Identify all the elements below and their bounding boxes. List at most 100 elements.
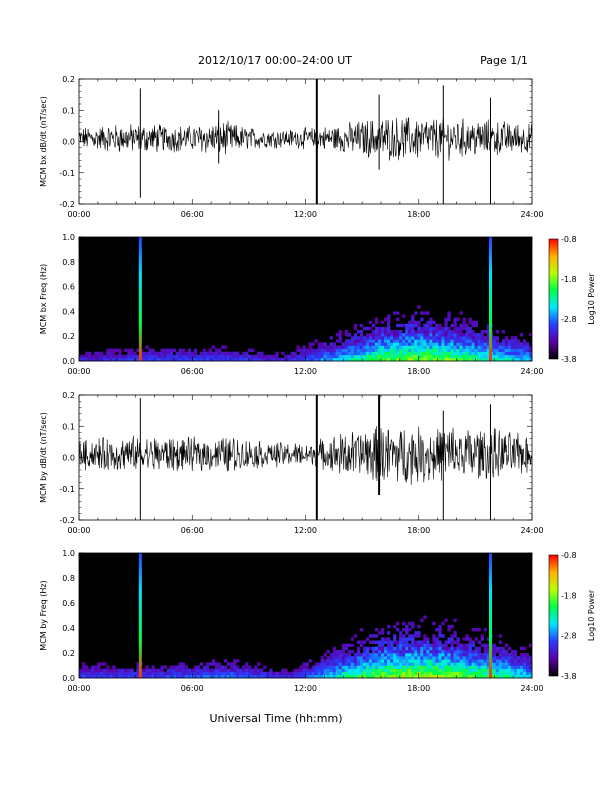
x-tick-label: 00:00 <box>67 684 90 693</box>
spectrogram-cell <box>498 351 503 356</box>
spectrogram-cell <box>329 674 333 679</box>
spectrogram-cell <box>414 342 418 346</box>
spectrogram-cell <box>438 330 442 334</box>
spectrogram-cell <box>236 354 240 359</box>
spectrogram-cell <box>456 671 460 676</box>
spectrogram-cell <box>441 646 445 651</box>
spectrogram-cell <box>384 659 388 663</box>
spectrogram-cell <box>263 354 267 359</box>
spectrogram-cell <box>230 357 234 362</box>
spectrogram-cell <box>450 342 454 346</box>
spectrogram-cell <box>88 357 92 362</box>
spectrogram-cell <box>492 665 497 669</box>
spectrogram-cell <box>248 357 252 362</box>
spectrogram-cell <box>387 649 391 654</box>
spectrogram-cell <box>350 342 355 346</box>
spectrogram-cell <box>365 649 370 654</box>
spectrogram-cell <box>474 665 478 669</box>
spectrogram-cell <box>314 351 318 356</box>
spectrogram-cell <box>450 624 454 629</box>
spectrogram-cell <box>124 671 128 676</box>
spectrogram-cell <box>338 665 343 669</box>
spectrogram-cell <box>347 656 352 660</box>
spectrogram-cell <box>435 339 439 343</box>
spectrogram-cell <box>453 659 457 663</box>
spectrogram-cell <box>393 333 397 337</box>
spectrogram-cell <box>317 357 321 362</box>
spectrogram-cell <box>432 342 436 346</box>
spectrogram-cell <box>450 357 454 362</box>
spectrogram-cell <box>115 354 119 359</box>
spectrogram-cell <box>513 668 518 673</box>
spectrogram-cell <box>528 345 533 349</box>
spectrogram-cell <box>411 323 415 328</box>
spectrogram-cell <box>181 671 185 676</box>
spectrogram-cell <box>91 357 95 362</box>
spectrogram-cell <box>214 351 219 356</box>
spectrogram-cell <box>450 649 454 654</box>
spectrogram-cell <box>462 323 466 328</box>
spectrogram-cell <box>450 637 454 641</box>
spectrogram-cell <box>169 674 173 679</box>
spectrogram-cell <box>429 342 433 346</box>
spectrogram-cell <box>353 656 358 660</box>
spectrogram-cell <box>441 674 445 679</box>
spectrogram-cell <box>396 646 400 651</box>
spectrogram-cell <box>471 653 475 657</box>
spectrogram-cell <box>459 351 463 356</box>
spectrogram-cell <box>311 357 315 362</box>
spectrogram-cell <box>528 333 533 337</box>
spectrogram-cell <box>106 354 110 359</box>
spectrogram-cell <box>371 653 376 657</box>
spectrogram-cell <box>396 659 400 663</box>
spectrogram-cell <box>486 354 491 359</box>
spectrogram-cell <box>393 342 397 346</box>
spectrogram-cell <box>371 640 376 644</box>
spectrogram-cell <box>411 336 415 340</box>
spectrogram-cell <box>480 634 484 638</box>
spectrogram-cell <box>163 357 167 362</box>
spectrogram-cell <box>414 643 418 648</box>
spectrogram-cell <box>411 646 415 651</box>
spectrogram-cell <box>432 326 436 331</box>
spectrogram-cell <box>390 348 394 352</box>
spectrogram-cell <box>528 665 533 669</box>
spectrogram-cell <box>513 357 518 362</box>
spectrogram-cell <box>390 674 394 679</box>
spectrogram-cell <box>166 674 170 679</box>
spectrogram-cell <box>468 351 472 356</box>
spectrogram-cell <box>519 662 524 666</box>
spectrogram-cell <box>513 348 518 352</box>
spectrogram-cell <box>414 320 418 325</box>
spectrogram-cell <box>287 357 291 362</box>
spectrogram-cell <box>371 357 376 362</box>
spectrogram-cell <box>438 653 442 657</box>
spectrogram-cell <box>459 333 463 337</box>
spectrogram-cell <box>196 671 201 676</box>
spectrogram-cell <box>504 348 509 352</box>
spectrogram-cell <box>160 348 164 352</box>
spectrogram-cell <box>384 326 388 331</box>
spectrogram-cell <box>447 336 451 340</box>
spectrogram-cell <box>441 354 445 359</box>
spectrogram-cell <box>353 323 358 328</box>
spectrogram-cell <box>414 656 418 660</box>
spectrogram-cell <box>332 354 336 359</box>
spectrogram-cell <box>525 345 530 349</box>
spectrogram-cell <box>115 671 119 676</box>
spectrogram-cell <box>426 671 430 676</box>
spectrogram-cell <box>414 323 418 328</box>
spectrogram-cell <box>393 653 397 657</box>
spectrogram-cell <box>408 336 412 340</box>
spectrogram-cell <box>384 333 388 337</box>
spectrogram-cell <box>359 662 364 666</box>
spectrogram-cell <box>85 674 89 679</box>
spectrogram-cell <box>332 351 336 356</box>
spectrogram-cell <box>332 656 336 660</box>
spectrogram-cell <box>387 336 391 340</box>
spectrogram-cell <box>417 330 421 334</box>
spectrogram-cell <box>426 333 430 337</box>
spectrogram-cell <box>344 668 349 673</box>
spectrogram-cell <box>239 357 243 362</box>
spectrogram-cell <box>477 659 481 663</box>
